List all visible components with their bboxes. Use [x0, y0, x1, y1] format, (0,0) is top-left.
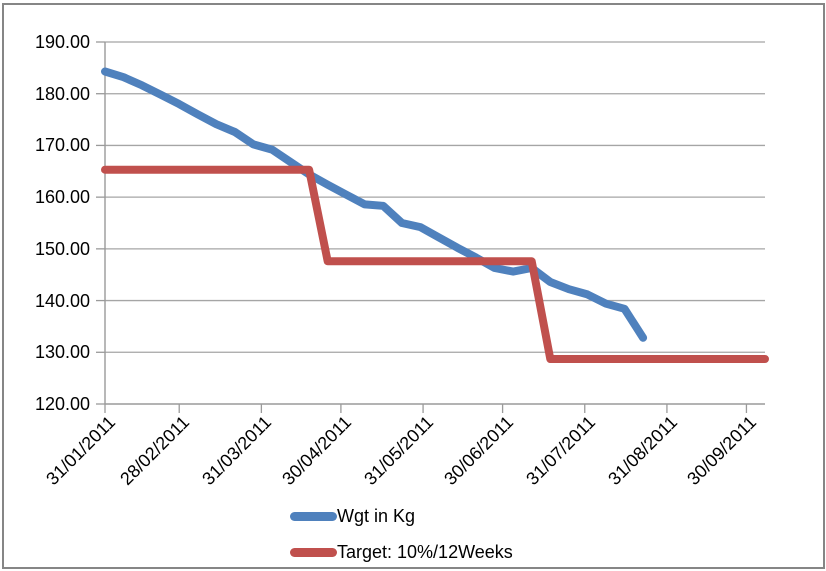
- y-axis-label: 120.00: [34, 394, 90, 414]
- y-axis-label: 190.00: [34, 32, 90, 52]
- y-axis-label: 170.00: [34, 135, 90, 156]
- y-axis-label: 140.00: [34, 290, 90, 311]
- legend-label-target: Target: 10%/12Weeks: [337, 542, 513, 562]
- legend-marker-wgt-in-kg-icon: [290, 512, 337, 521]
- legend-label-wgt-in-kg: Wgt in Kg: [337, 506, 416, 526]
- series-line-0: [101, 67, 648, 342]
- y-axis-label: 160.00: [34, 187, 90, 208]
- chart-border: [2, 3, 825, 569]
- legend-item-wgt-in-kg: Wgt in Kg: [290, 505, 415, 528]
- legend-item-target: Target: 10%/12Weeks: [290, 541, 513, 564]
- series-line-1: [101, 165, 769, 363]
- y-axis-label: 150.00: [34, 238, 90, 259]
- legend-marker-target-icon: [290, 548, 337, 557]
- y-axis-label: 130.00: [34, 342, 90, 363]
- y-axis-label: 180.00: [34, 83, 90, 104]
